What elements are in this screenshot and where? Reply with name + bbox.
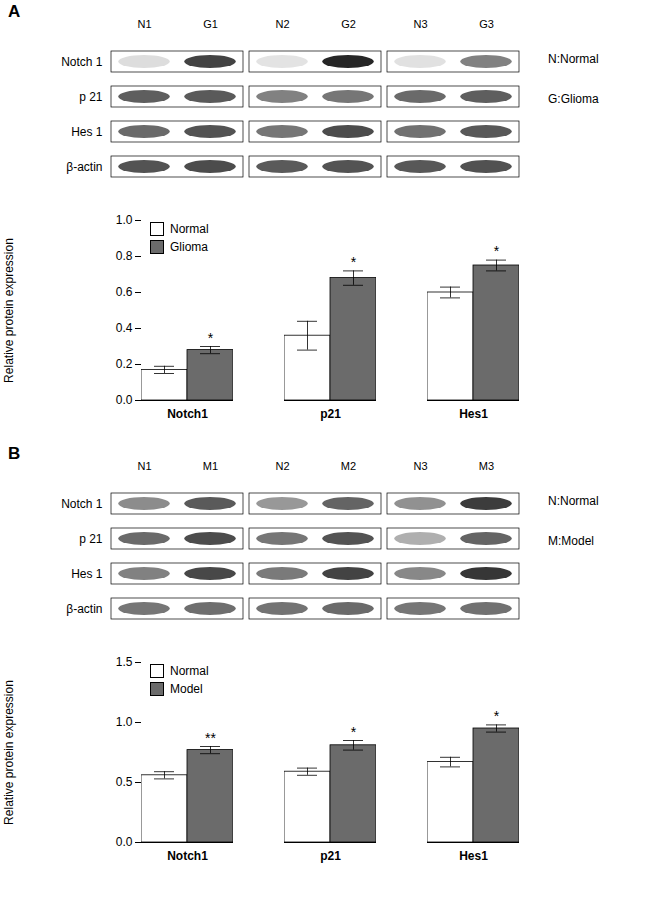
svg-text:0.2: 0.2 xyxy=(116,357,133,371)
svg-text:β-actin: β-actin xyxy=(66,602,102,616)
html-text:Model: Model xyxy=(170,682,203,696)
html-text:Normal: Normal xyxy=(170,664,209,678)
svg-text:0.8: 0.8 xyxy=(116,249,133,263)
svg-text:p21: p21 xyxy=(320,849,341,863)
html-text:Normal: Normal xyxy=(170,222,209,236)
svg-text:p 21: p 21 xyxy=(79,90,103,104)
svg-text:Notch1: Notch1 xyxy=(167,849,208,863)
svg-text:0.5: 0.5 xyxy=(116,775,133,789)
svg-text:*: * xyxy=(351,254,357,270)
svg-text:M3: M3 xyxy=(479,460,494,472)
html-text:G:Glioma: G:Glioma xyxy=(548,92,599,106)
svg-text:Hes 1: Hes 1 xyxy=(71,125,103,139)
html-text:A: A xyxy=(8,2,21,21)
svg-text:G2: G2 xyxy=(341,18,356,30)
svg-text:Hes1: Hes1 xyxy=(459,849,488,863)
svg-text:0.6: 0.6 xyxy=(116,285,133,299)
svg-text:β-actin: β-actin xyxy=(66,160,102,174)
svg-text:M1: M1 xyxy=(203,460,218,472)
svg-text:p21: p21 xyxy=(320,407,341,421)
svg-text:Notch1: Notch1 xyxy=(167,407,208,421)
svg-text:**: ** xyxy=(205,730,216,746)
html-text:N:Normal: N:Normal xyxy=(548,52,599,66)
html-text:M:Model: M:Model xyxy=(548,534,594,548)
svg-text:Notch 1: Notch 1 xyxy=(61,55,103,69)
html-text:N:Normal: N:Normal xyxy=(548,494,599,508)
svg-text:N1: N1 xyxy=(137,18,151,30)
svg-text:M2: M2 xyxy=(341,460,356,472)
svg-text:N3: N3 xyxy=(413,18,427,30)
svg-text:N3: N3 xyxy=(413,460,427,472)
svg-text:1.5: 1.5 xyxy=(116,655,133,669)
svg-text:G3: G3 xyxy=(479,18,494,30)
svg-text:*: * xyxy=(351,724,357,740)
svg-text:1.0: 1.0 xyxy=(116,213,133,227)
svg-text:G1: G1 xyxy=(203,18,218,30)
svg-text:Hes 1: Hes 1 xyxy=(71,567,103,581)
svg-text:*: * xyxy=(208,330,214,346)
html-text:Glioma: Glioma xyxy=(170,240,208,254)
svg-text:N2: N2 xyxy=(275,18,289,30)
svg-text:p 21: p 21 xyxy=(79,532,103,546)
svg-text:0.0: 0.0 xyxy=(116,393,133,407)
svg-text:Notch 1: Notch 1 xyxy=(61,497,103,511)
svg-text:N2: N2 xyxy=(275,460,289,472)
svg-text:*: * xyxy=(494,243,500,259)
svg-text:Relative protein expression: Relative protein expression xyxy=(2,680,16,825)
svg-text:*: * xyxy=(494,708,500,724)
svg-text:Relative protein expression: Relative protein expression xyxy=(2,238,16,383)
svg-text:N1: N1 xyxy=(137,460,151,472)
svg-text:0.4: 0.4 xyxy=(116,321,133,335)
svg-text:Hes1: Hes1 xyxy=(459,407,488,421)
html-text:B: B xyxy=(8,444,21,463)
svg-text:0.0: 0.0 xyxy=(116,835,133,849)
svg-text:1.0: 1.0 xyxy=(116,715,133,729)
